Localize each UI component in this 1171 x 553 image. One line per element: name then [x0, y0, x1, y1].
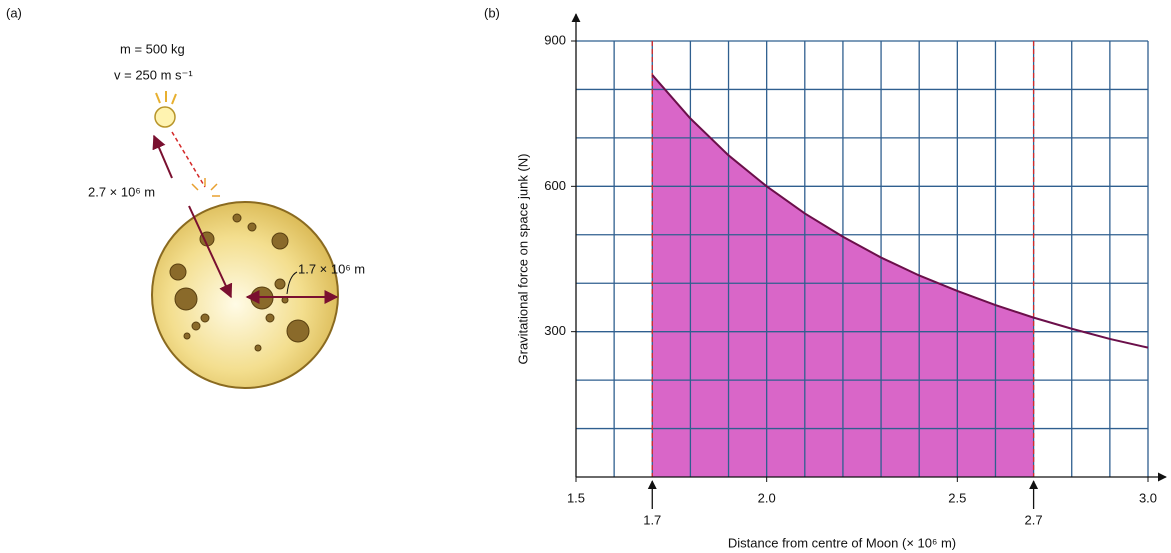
space-junk: [155, 107, 175, 127]
x-tick-label: 2.5: [948, 490, 966, 505]
figure: (a) m = 500 kg v = 250 m s⁻¹ 2.7 × 10⁶ m…: [0, 0, 1171, 553]
trajectory: [172, 132, 205, 187]
mass-label: m = 500 kg: [120, 41, 185, 56]
chart: (b) 300 600 900 1.5 2.0 2.5 3.0 1.7 2.7 Distance …: [484, 5, 1166, 550]
radius-label: 1.7 × 10⁶ m: [298, 261, 365, 276]
impact: [192, 178, 220, 196]
y-tick-label: 300: [544, 323, 566, 338]
panel-label: (b): [484, 5, 500, 20]
panel-a: (a) m = 500 kg v = 250 m s⁻¹ 2.7 × 10⁶ m…: [6, 5, 365, 388]
y-axis-title: Gravitational force on space junk (N): [515, 154, 530, 365]
x-axis-title: Distance from centre of Moon (× 10⁶ m): [728, 535, 956, 550]
velocity-label: v = 250 m s⁻¹: [114, 67, 193, 82]
junk-glow: [156, 91, 176, 104]
y-tick-label: 900: [544, 32, 566, 47]
distance-label: 2.7 × 10⁶ m: [88, 184, 155, 199]
x-tick-label: 2.0: [758, 490, 776, 505]
page: (a) m = 500 kg v = 250 m s⁻¹ 2.7 × 10⁶ m…: [0, 0, 1171, 553]
y-tick-label: 600: [544, 178, 566, 193]
velocity-arrow: [154, 136, 172, 178]
marker-label: 1.7: [643, 512, 661, 527]
x-tick-label: 1.5: [567, 490, 585, 505]
marker-label: 2.7: [1025, 512, 1043, 527]
x-tick-label: 3.0: [1139, 490, 1157, 505]
panel-label: (a): [6, 5, 22, 20]
